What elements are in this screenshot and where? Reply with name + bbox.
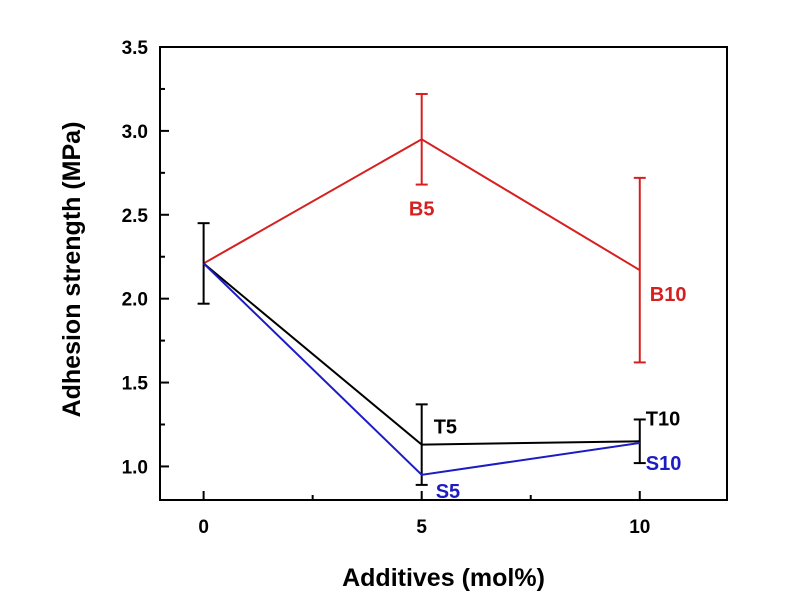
- y-axis-title: Adhesion strength (MPa): [58, 122, 86, 418]
- point-label-B5: B5: [409, 198, 435, 220]
- y-tick-label: 1.5: [122, 374, 149, 395]
- y-tick-label: 1.0: [122, 457, 148, 478]
- series-line-S: [202, 262, 640, 476]
- x-tick-label: 10: [629, 517, 650, 538]
- y-tick-label: 2.5: [122, 206, 149, 227]
- point-label-T5: T5: [434, 417, 457, 439]
- point-label-B10: B10: [650, 284, 687, 306]
- y-tick-label: 3.5: [122, 38, 149, 59]
- x-axis-title: Additives (mol%): [342, 564, 545, 592]
- x-tick-label: 0: [198, 517, 209, 538]
- point-label-S10: S10: [646, 453, 682, 475]
- y-tick-label: 3.0: [122, 122, 148, 143]
- series-layer: [197, 92, 646, 486]
- ticks-layer: 0 5 10 1.0 1.5 2.0 2.5 3.0 3.5: [122, 38, 651, 538]
- x-tick-label: 5: [416, 517, 427, 538]
- point-labels-layer: B5 B10 T5 T10 S5 S10: [409, 198, 687, 503]
- point-label-T10: T10: [646, 408, 680, 430]
- point-label-S5: S5: [436, 481, 460, 503]
- y-tick-label: 2.0: [122, 290, 148, 311]
- plot-frame: [159, 46, 728, 501]
